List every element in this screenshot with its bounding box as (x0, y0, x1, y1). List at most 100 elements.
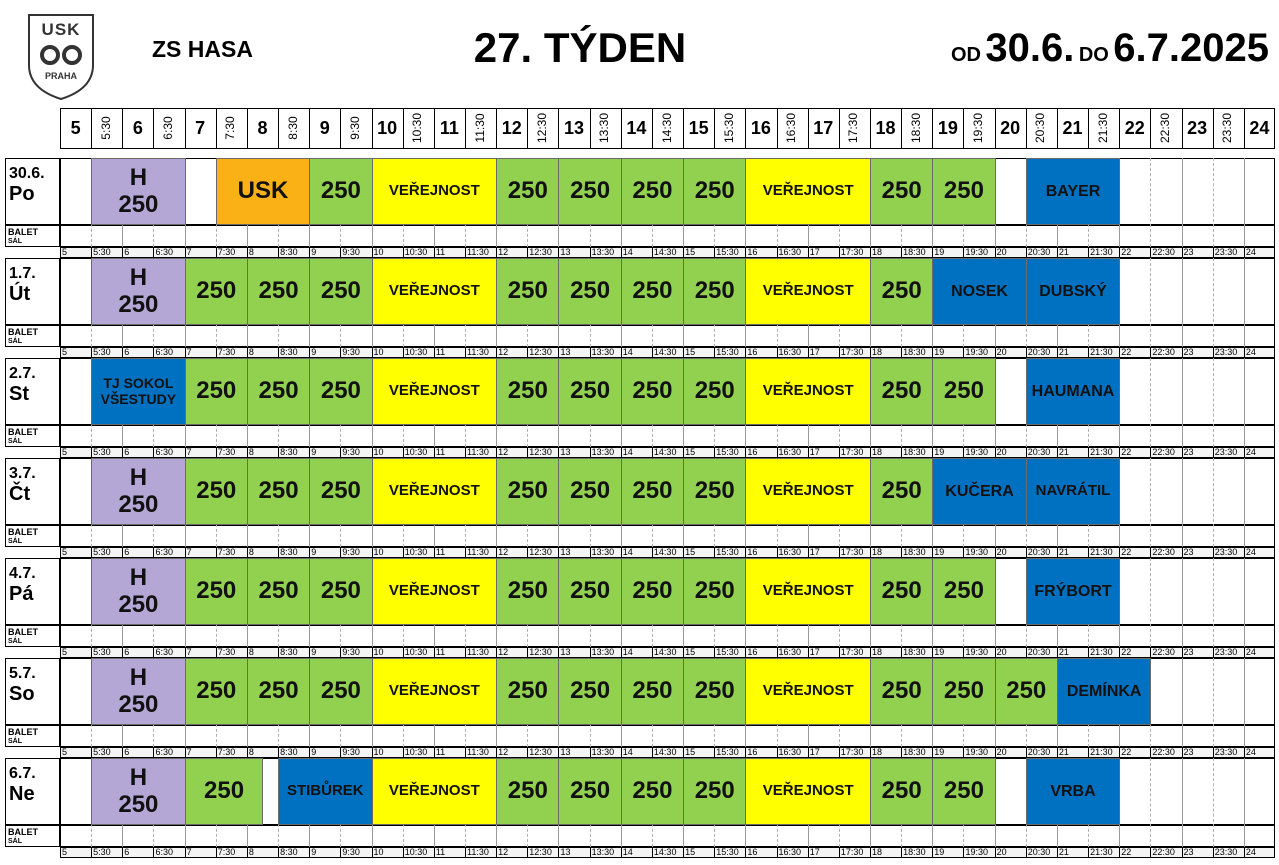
date-range: OD 30.6. DO 6.7.2025 (951, 26, 1269, 71)
event: VEŘEJNOST (745, 158, 871, 225)
mini-divider (1212, 647, 1214, 658)
mini-time-label: 11:30 (467, 547, 489, 557)
day-name: Pá (9, 583, 34, 605)
time-divider (558, 108, 560, 149)
time-label: 17 (813, 118, 834, 138)
mini-time-label: 5:30 (93, 547, 111, 557)
mini-time-label: 7 (186, 847, 192, 857)
mini-time-label: 15 (685, 647, 696, 657)
mini-divider (1025, 547, 1027, 558)
mini-divider (433, 647, 435, 658)
event: 250 (932, 358, 996, 425)
mini-divider (184, 547, 186, 558)
mini-divider (932, 747, 934, 758)
mini-time-label: 19:30 (965, 547, 988, 557)
mini-time-label: 12:30 (529, 247, 552, 257)
mini-time-label: 14 (622, 447, 633, 457)
mini-time-label: 8:30 (280, 447, 298, 457)
mini-divider (246, 647, 248, 658)
event-text: 250 (196, 277, 237, 305)
mini-time-label: 9:30 (342, 847, 360, 857)
day-label: 1.7. Út (5, 258, 60, 325)
mini-time-label: 14:30 (653, 847, 677, 857)
event: 250 (496, 158, 560, 225)
mini-time-label: 5:30 (93, 847, 111, 857)
event-text: BAYER (1045, 182, 1101, 200)
mini-divider (932, 247, 934, 258)
event-text: 250 (632, 477, 673, 505)
mini-time-label: 15 (685, 747, 696, 757)
event-text: HAUMANA (1031, 382, 1115, 400)
mini-divider (838, 847, 840, 858)
mini-time-label: 17:30 (840, 347, 864, 357)
mini-time-label: 17 (809, 247, 820, 257)
mini-time-label: 21 (1058, 347, 1069, 357)
mini-time-label: 18:30 (903, 247, 926, 257)
mini-divider (465, 247, 466, 258)
mini-time-label: 24 (1245, 647, 1256, 657)
mini-time-label: 6:30 (155, 247, 173, 257)
mini-time-label: 15 (685, 347, 696, 357)
sub-row (60, 525, 1275, 547)
side-label-line: SÁL (8, 338, 22, 345)
event: 250 (932, 658, 996, 725)
mini-divider (1150, 847, 1152, 858)
event-text: 250 (258, 577, 299, 605)
mini-time-label: 14 (622, 247, 633, 257)
event-text: 250 (118, 190, 159, 218)
mini-time-label: 23 (1183, 747, 1194, 757)
mini-time-label: 13 (560, 647, 571, 657)
mini-time-label: 17 (809, 747, 820, 757)
mini-time-label: 12 (498, 647, 509, 657)
mini-divider (589, 647, 591, 658)
event-text: VEŘEJNOST (388, 482, 480, 500)
time-label-half: 15:30 (721, 112, 736, 144)
mini-time-label: 10:30 (404, 747, 428, 757)
mini-time-label: 20:30 (1027, 247, 1051, 257)
mini-time-label: 13 (560, 747, 571, 757)
day-date: 3.7. (9, 465, 36, 482)
event: VEŘEJNOST (371, 458, 498, 525)
event: VEŘEJNOST (745, 758, 871, 825)
mini-divider (901, 647, 903, 658)
mini-divider (122, 847, 124, 858)
mini-divider (309, 247, 311, 258)
mini-divider (1025, 747, 1027, 758)
mini-divider (153, 547, 155, 558)
event-text: VRBA (1050, 782, 1096, 800)
event: TJ SOKOL VŠESTUDY (91, 358, 186, 425)
event-text: 250 (507, 177, 548, 205)
mini-time-label: 9:30 (342, 747, 360, 757)
mini-divider (683, 447, 685, 458)
mini-divider (465, 547, 466, 558)
time-divider (402, 108, 404, 149)
event-text: H (129, 464, 148, 492)
mini-divider (278, 347, 280, 358)
grid-line (1243, 258, 1245, 347)
mini-time-label: 13:30 (591, 747, 615, 757)
time-divider (433, 108, 435, 149)
mini-divider (371, 447, 373, 458)
mini-time-label: 19 (934, 347, 945, 357)
mini-divider (558, 347, 560, 358)
time-divider (465, 108, 466, 149)
event-text: 250 (570, 277, 611, 305)
event: 250 (870, 158, 934, 225)
mini-divider (870, 647, 871, 658)
mini-divider (870, 247, 871, 258)
mini-divider (340, 347, 342, 358)
event-text: 250 (258, 377, 299, 405)
event-text: 250 (943, 177, 984, 205)
mini-time-label: 12 (498, 747, 509, 757)
mini-divider (527, 247, 529, 258)
mini-time-label: 24 (1245, 847, 1256, 857)
event: VEŘEJNOST (371, 258, 498, 325)
event-text: VEŘEJNOST (388, 582, 480, 600)
event-text: 250 (694, 677, 735, 705)
mini-divider (278, 547, 280, 558)
mini-time-label: 5:30 (93, 347, 111, 357)
mini-time-label: 24 (1245, 447, 1256, 457)
event: 250 (620, 658, 685, 725)
mini-divider (340, 847, 342, 858)
mini-time-label: 23 (1183, 447, 1194, 457)
